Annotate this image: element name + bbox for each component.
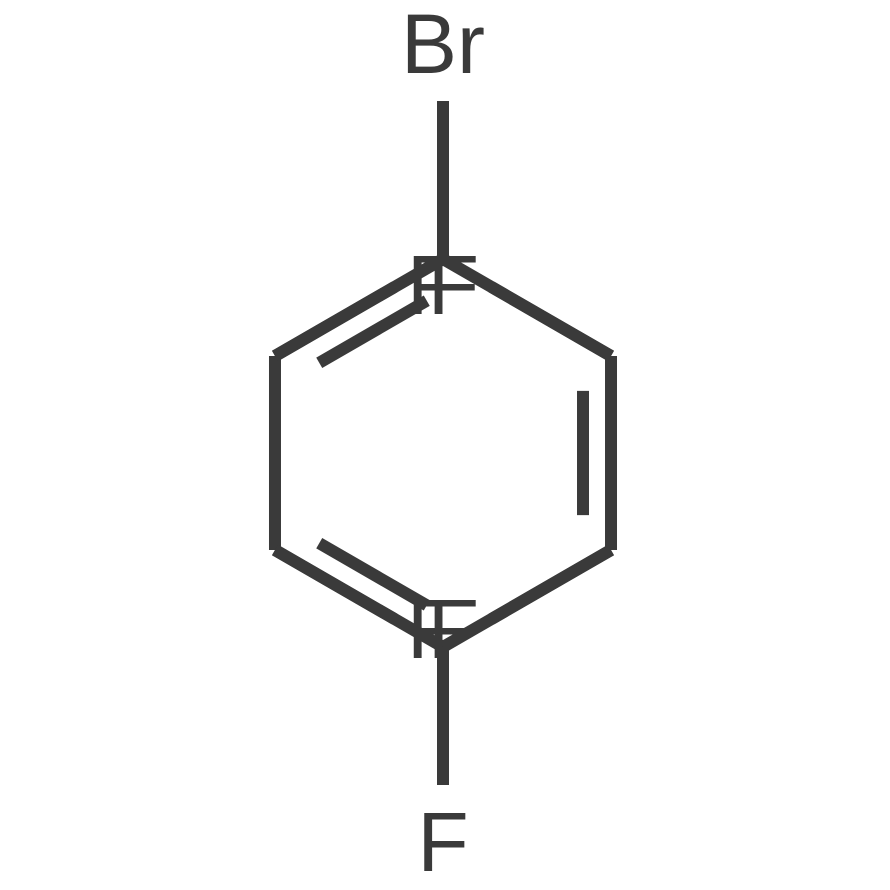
bond-to-f-4 <box>492 550 612 619</box>
molecule-diagram: BrFFFFF <box>0 0 890 890</box>
atom-label-br-0: Br <box>401 0 485 91</box>
atom-label-f-3: F <box>417 795 468 889</box>
atom-label-f-5: F <box>428 238 479 332</box>
bond-to-f-2 <box>275 550 395 619</box>
bond-to-f-1 <box>275 287 395 356</box>
atom-label-f-4: F <box>428 582 479 676</box>
bond-to-f-5 <box>492 287 612 356</box>
